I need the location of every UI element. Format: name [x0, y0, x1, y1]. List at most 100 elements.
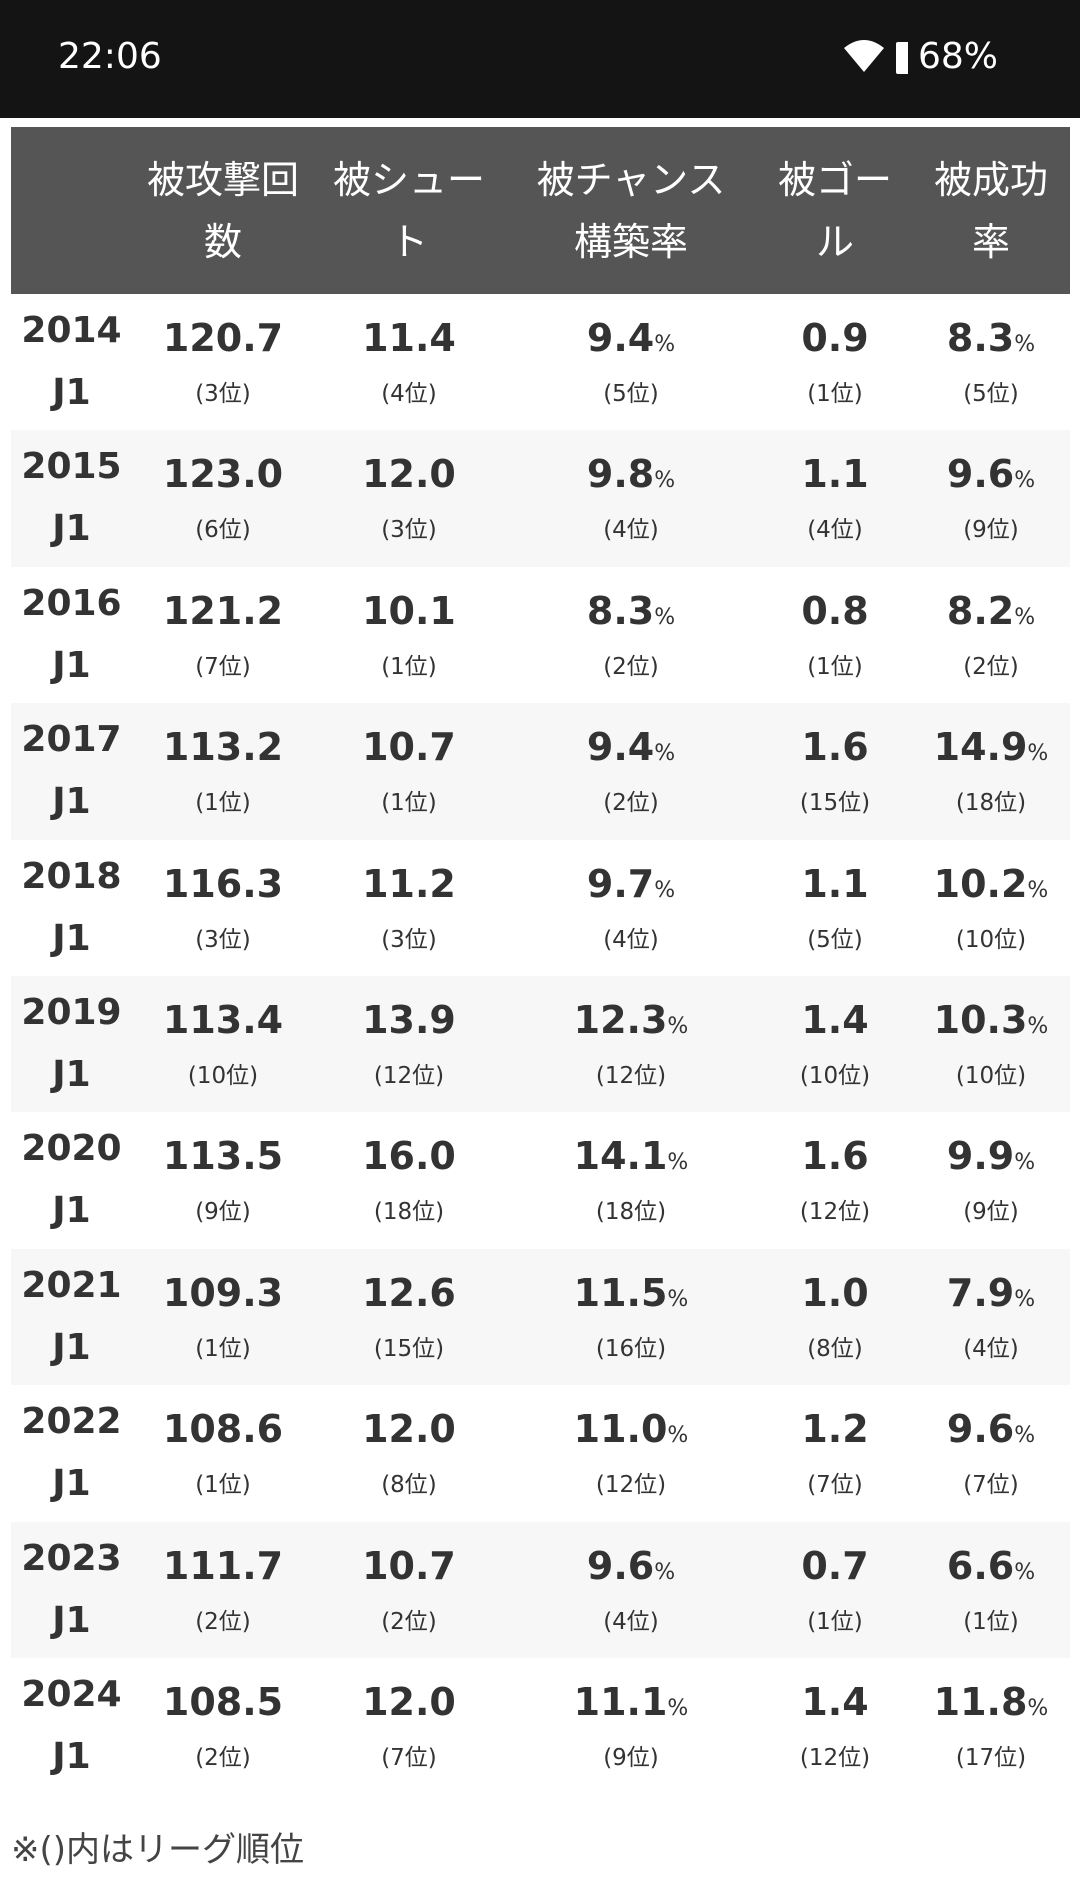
table-row: 2022 J1 108.6 (1位) 12.0 (8位) 11.0% (12位) 1.2 (7位)… — [11, 1385, 1070, 1521]
stat-cell: 1.2 (7位) — [758, 1385, 912, 1521]
stat-value: 1.1 — [758, 858, 912, 910]
value: 13.9 — [362, 997, 456, 1042]
rank: (4位) — [807, 517, 863, 544]
stat-value: 109.3 — [132, 1267, 314, 1319]
table-row: 2020 J1 113.5 (9位) 16.0 (18位) 14.1% (18位) 1.6 (12… — [11, 1112, 1070, 1248]
stat-cell: 8.2% (2位) — [912, 567, 1070, 703]
stat-value: 1.4 — [758, 1676, 912, 1728]
status-icons — [844, 40, 908, 74]
status-bar: 22:06 68% — [0, 0, 1080, 118]
value: 6.6 — [946, 1543, 1015, 1588]
stat-cell: 10.1 (1位) — [314, 567, 504, 703]
stat-value: 1.6 — [758, 1130, 912, 1182]
stat-value: 111.7 — [132, 1540, 314, 1592]
league: J1 — [52, 1463, 91, 1505]
stat-value: 1.2 — [758, 1403, 912, 1455]
value: 10.7 — [362, 1543, 456, 1588]
value: 113.2 — [162, 725, 284, 770]
rank: (7位) — [807, 1472, 863, 1499]
rank: (9位) — [195, 1199, 251, 1226]
value: 8.3 — [586, 588, 655, 633]
rank: (2位) — [603, 653, 659, 680]
stat-cell: 1.1 (4位) — [758, 430, 912, 566]
stat-cell: 9.7% (4位) — [504, 840, 758, 976]
stat-value: 10.7 — [314, 1540, 504, 1592]
year: 2016 — [21, 582, 122, 624]
stats-table: 被攻撃回数 被シュート 被チャンス構築率 被ゴール 被成功率 2014 J1 120.7 (3位… — [11, 127, 1070, 1794]
value: 12.0 — [362, 452, 456, 497]
rank: (2位) — [603, 790, 659, 817]
value: 8.3 — [946, 316, 1015, 360]
stat-value: 9.4% — [504, 721, 758, 773]
unit: % — [1027, 877, 1049, 903]
value: 9.7 — [586, 861, 655, 906]
stat-value: 9.7% — [504, 858, 758, 910]
stat-cell: 12.0 (3位) — [314, 430, 504, 566]
stat-cell: 109.3 (1位) — [132, 1249, 314, 1385]
value: 9.9 — [946, 1134, 1015, 1179]
rank: (1位) — [963, 1608, 1019, 1635]
value: 12.0 — [362, 1407, 456, 1452]
rank: (15位) — [799, 790, 871, 817]
value: 16.0 — [362, 1134, 456, 1179]
stat-cell: 13.9 (12位) — [314, 976, 504, 1112]
league: J1 — [52, 781, 91, 823]
stat-cell: 9.9% (9位) — [912, 1112, 1070, 1248]
value: 9.6 — [946, 452, 1015, 497]
unit: % — [1014, 1559, 1036, 1585]
header-row: 被攻撃回数 被シュート 被チャンス構築率 被ゴール 被成功率 — [11, 127, 1070, 294]
rank: (2位) — [195, 1744, 251, 1771]
year-cell: 2022 J1 — [11, 1385, 132, 1521]
unit: % — [1014, 1150, 1036, 1176]
stat-cell: 16.0 (18位) — [314, 1112, 504, 1248]
rank: (7位) — [381, 1744, 437, 1771]
value: 0.9 — [801, 316, 869, 360]
stat-value: 14.9% — [912, 721, 1070, 773]
stat-cell: 0.9 (1位) — [758, 294, 912, 430]
rank: (18位) — [955, 790, 1027, 817]
table-row: 2016 J1 121.2 (7位) 10.1 (1位) 8.3% (2位) 0.8 (1位) 8.… — [11, 567, 1070, 703]
stat-value: 11.1% — [504, 1676, 758, 1728]
value: 10.7 — [362, 725, 456, 770]
stat-cell: 8.3% (5位) — [912, 294, 1070, 430]
stat-cell: 121.2 (7位) — [132, 567, 314, 703]
value: 11.0 — [573, 1407, 668, 1452]
stat-value: 16.0 — [314, 1130, 504, 1182]
stat-cell: 11.1% (9位) — [504, 1658, 758, 1794]
clock: 22:06 — [58, 36, 162, 77]
rank: (9位) — [603, 1744, 659, 1771]
stat-value: 113.2 — [132, 721, 314, 773]
stat-cell: 123.0 (6位) — [132, 430, 314, 566]
year: 2015 — [21, 446, 122, 488]
stat-cell: 120.7 (3位) — [132, 294, 314, 430]
rank: (7位) — [963, 1472, 1019, 1499]
stat-cell: 1.6 (15位) — [758, 703, 912, 839]
stat-value: 8.3% — [504, 585, 758, 637]
stat-value: 1.1 — [758, 448, 912, 500]
rank: (18位) — [595, 1199, 667, 1226]
stat-value: 11.8% — [912, 1676, 1070, 1728]
value: 9.4 — [586, 725, 655, 770]
rank: (5位) — [603, 381, 659, 407]
value: 10.2 — [933, 861, 1028, 906]
value: 9.8 — [586, 452, 655, 497]
unit: % — [654, 877, 676, 903]
stat-value: 9.6% — [912, 1403, 1070, 1455]
stat-cell: 1.4 (12位) — [758, 1658, 912, 1794]
value: 11.5 — [573, 1270, 668, 1315]
stat-cell: 1.1 (5位) — [758, 840, 912, 976]
rank: (1位) — [195, 790, 251, 817]
year: 2021 — [21, 1264, 122, 1306]
stat-value: 9.8% — [504, 448, 758, 500]
value: 11.4 — [362, 316, 456, 360]
rank: (6位) — [195, 517, 251, 544]
rank: (3位) — [195, 381, 251, 407]
rank: (9位) — [963, 1199, 1019, 1226]
rank: (1位) — [195, 1335, 251, 1362]
stat-cell: 11.2 (3位) — [314, 840, 504, 976]
stat-value: 10.7 — [314, 721, 504, 773]
stat-cell: 108.6 (1位) — [132, 1385, 314, 1521]
year-cell: 2023 J1 — [11, 1522, 132, 1658]
rank: (1位) — [807, 653, 863, 680]
table-row: 2021 J1 109.3 (1位) 12.6 (15位) 11.5% (16位) 1.0 (8位… — [11, 1248, 1070, 1386]
